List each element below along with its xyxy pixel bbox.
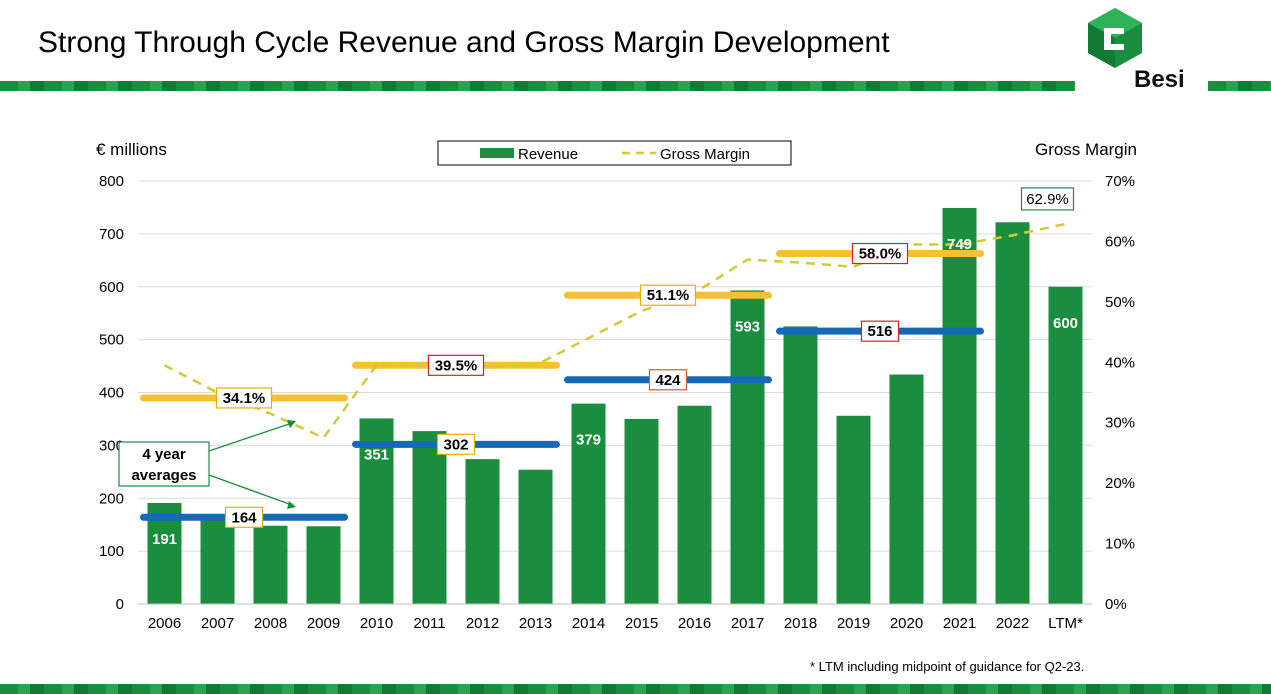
gross-margin-end-label: 62.9% [1026,191,1069,208]
revenue-bar [1048,286,1083,604]
revenue-bar [783,326,818,604]
x-tick-label: 2022 [996,615,1029,632]
revenue-data-label: 351 [364,446,389,463]
x-tick-label: 2014 [572,615,605,632]
y-tick-label-right: 30% [1105,415,1135,432]
y-tick-label-right: 50% [1105,294,1135,311]
revenue-bar [518,469,553,604]
legend: Revenue Gross Margin [437,140,792,166]
average-label: 164 [231,509,257,526]
revenue-bar [412,431,447,604]
average-label: 51.1% [647,287,690,304]
average-label: 516 [867,323,892,340]
y-tick-label-right: 60% [1105,233,1135,250]
average-label: 39.5% [435,357,478,374]
average-label-box [427,354,485,376]
annotation-line1: 4 year [142,446,186,463]
revenue-bar [465,459,500,604]
revenue-data-label: 593 [735,318,760,335]
y-axis-title-right: Gross Margin [1035,140,1137,159]
revenue-bar [889,374,924,604]
revenue-bar [359,418,394,604]
y-tick-label-left: 200 [99,490,124,507]
y-tick-label-right: 20% [1105,475,1135,492]
revenue-bar [624,418,659,604]
average-label-box [215,387,273,409]
revenue-bar [995,222,1030,604]
y-tick-label-left: 600 [99,279,124,296]
y-tick-label-left: 700 [99,226,124,243]
revenue-data-label: 191 [152,531,177,548]
legend-revenue-label: Revenue [518,146,578,163]
x-tick-label: 2015 [625,615,658,632]
average-label: 424 [655,372,681,389]
x-tick-label: 2007 [201,615,234,632]
y-tick-label-right: 70% [1105,173,1135,190]
revenue-bar [836,415,871,604]
y-tick-label-left: 500 [99,332,124,349]
average-label-box [224,506,264,528]
x-tick-label: LTM* [1048,615,1083,632]
gross-margin-end-label-box [1020,187,1075,211]
average-label-box [436,433,476,455]
x-tick-label: 2018 [784,615,817,632]
x-tick-label: 2011 [413,615,445,632]
legend-revenue-swatch [480,148,514,158]
y-tick-label-left: 300 [99,437,124,454]
gross-margin-line [163,222,1066,440]
y-tick-label-left: 400 [99,385,124,402]
y-tick-label-right: 0% [1105,596,1127,613]
average-label: 58.0% [859,246,902,263]
revenue-data-label: 600 [1053,315,1078,332]
y-axis-title-left: € millions [96,140,167,159]
y-tick-label-left: 800 [99,173,124,190]
average-label-box [639,284,697,306]
legend-gross-margin-label: Gross Margin [660,146,750,163]
y-tick-label-right: 10% [1105,536,1135,553]
x-tick-label: 2010 [360,615,393,632]
average-label-box [860,320,900,342]
x-tick-label: 2016 [678,615,711,632]
revenue-data-label: 749 [947,236,972,253]
revenue-bar [306,526,341,604]
x-tick-label: 2021 [943,615,976,632]
revenue-data-label: 379 [576,432,601,449]
besi-logo-icon [1088,8,1142,68]
footer-band [0,684,1271,694]
header-band-right [1208,81,1271,91]
average-label: 34.1% [223,390,266,407]
annotation-line2: averages [131,467,196,484]
revenue-bar [253,525,288,604]
x-tick-label: 2017 [731,615,764,632]
page-title: Strong Through Cycle Revenue and Gross M… [38,26,890,59]
y-tick-label-right: 40% [1105,354,1135,371]
footnote: * LTM including midpoint of guidance for… [810,659,1085,674]
revenue-bar [942,207,977,604]
x-tick-label: 2012 [466,615,499,632]
average-label-box [851,242,909,265]
logo-text: Besi [1134,66,1185,93]
x-tick-label: 2008 [254,615,287,632]
x-tick-label: 2013 [519,615,552,632]
revenue-bar [677,405,712,604]
x-tick-label: 2019 [837,615,870,632]
y-tick-label-left: 0 [116,596,124,613]
x-tick-label: 2020 [890,615,923,632]
x-tick-label: 2009 [307,615,340,632]
revenue-bar [730,290,765,604]
revenue-bar [571,403,606,604]
y-tick-label-left: 100 [99,543,124,560]
x-tick-label: 2006 [148,615,181,632]
four-year-averages-annotation: 4 year averages [118,420,296,509]
average-label-box [648,369,688,391]
header-band [0,81,1075,91]
revenue-bar [200,517,235,604]
average-label: 302 [443,436,468,453]
